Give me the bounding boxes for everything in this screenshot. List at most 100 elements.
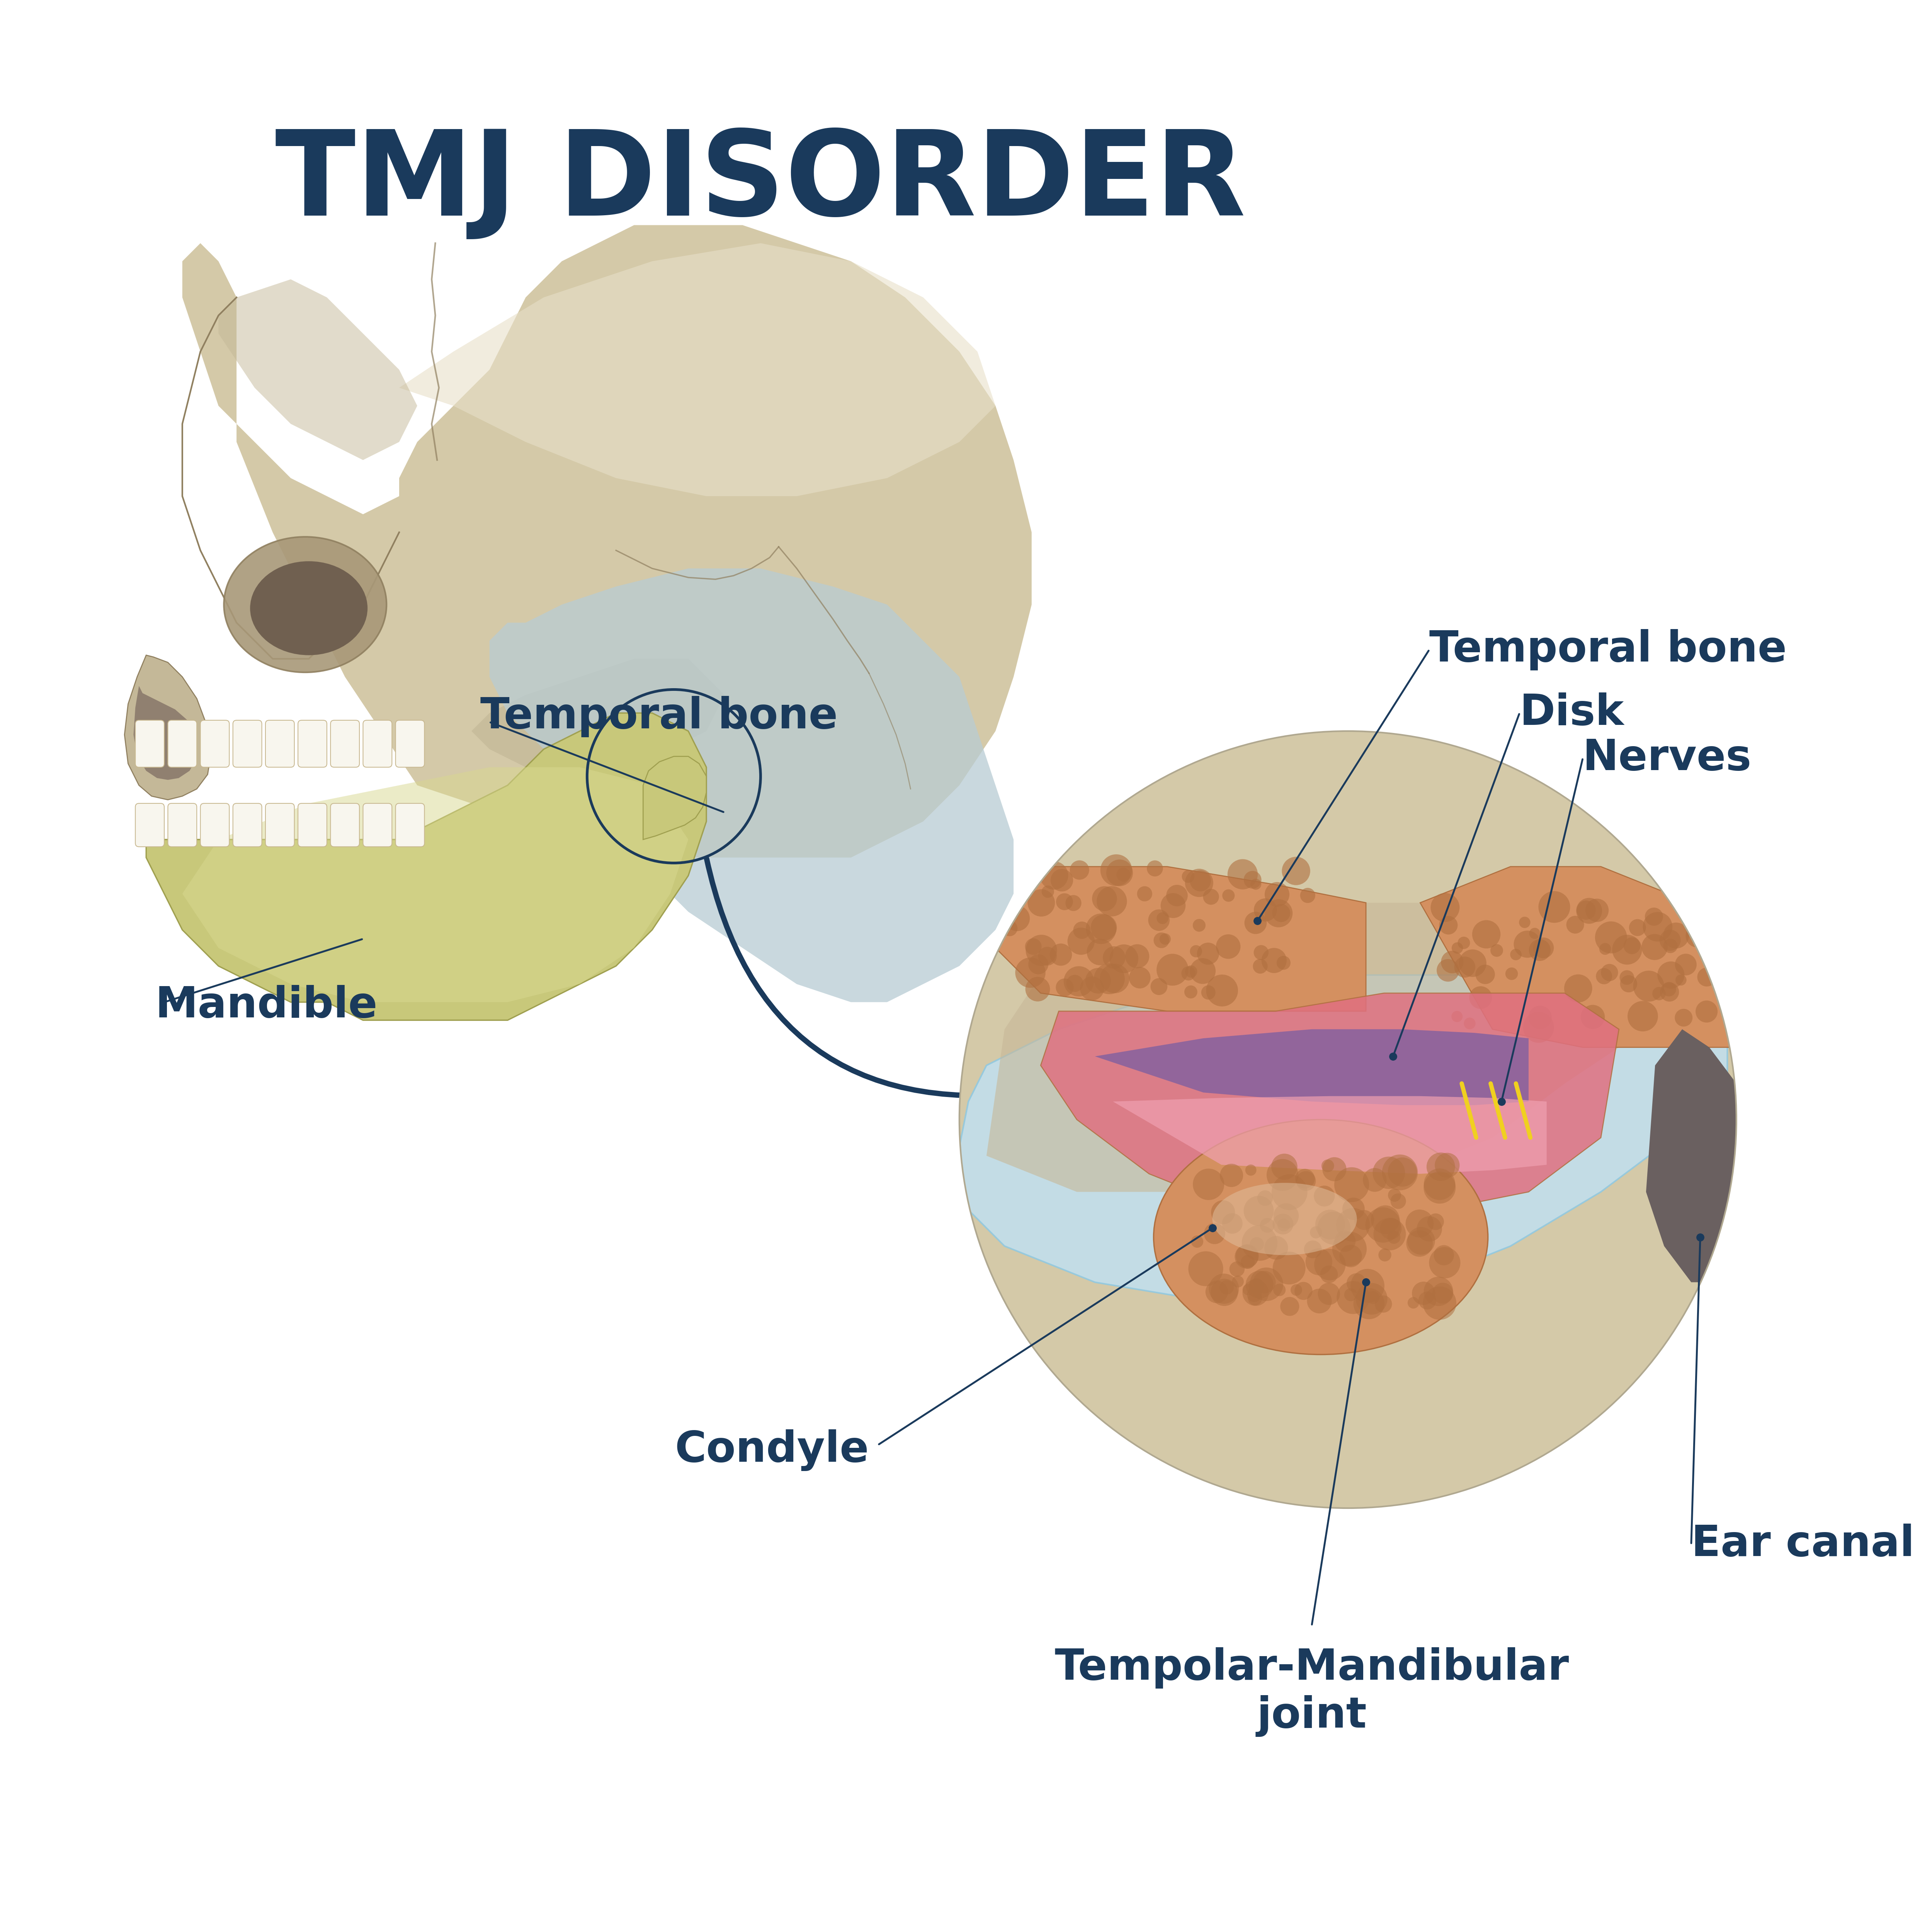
Circle shape [1567, 916, 1584, 933]
Circle shape [1685, 925, 1708, 947]
FancyBboxPatch shape [135, 804, 164, 846]
Circle shape [1490, 945, 1503, 956]
Circle shape [1190, 1235, 1204, 1248]
Circle shape [1206, 974, 1238, 1007]
Circle shape [1148, 860, 1163, 877]
Circle shape [1321, 1159, 1335, 1173]
Circle shape [1242, 1285, 1254, 1294]
Circle shape [1430, 1246, 1461, 1279]
Circle shape [1128, 966, 1151, 989]
Circle shape [1580, 1005, 1605, 1030]
Circle shape [1233, 1275, 1244, 1287]
Text: Temporal bone: Temporal bone [1430, 630, 1787, 670]
Circle shape [1246, 1165, 1256, 1177]
Circle shape [1333, 1233, 1366, 1265]
Circle shape [1184, 869, 1213, 896]
Circle shape [1455, 956, 1476, 978]
Circle shape [1300, 889, 1316, 902]
Polygon shape [1095, 1030, 1528, 1105]
Circle shape [1265, 883, 1289, 906]
Circle shape [1565, 974, 1592, 1003]
Circle shape [1381, 1155, 1418, 1190]
Circle shape [1430, 893, 1459, 922]
Circle shape [1416, 1217, 1441, 1242]
Circle shape [1528, 1007, 1551, 1030]
Circle shape [1534, 937, 1553, 958]
Circle shape [1065, 966, 1094, 997]
Circle shape [1041, 885, 1055, 898]
Circle shape [1254, 945, 1269, 960]
Circle shape [1675, 954, 1696, 976]
Circle shape [1314, 1186, 1335, 1206]
Circle shape [1190, 958, 1215, 983]
Circle shape [1055, 978, 1074, 997]
Text: Disk: Disk [1520, 692, 1625, 734]
Circle shape [1159, 933, 1171, 945]
Circle shape [1337, 1281, 1370, 1314]
Circle shape [1049, 943, 1072, 966]
Text: Tempolar-Mandibular
joint: Tempolar-Mandibular joint [1055, 1648, 1569, 1737]
Circle shape [1296, 1171, 1316, 1190]
Circle shape [1406, 1209, 1434, 1238]
Circle shape [1306, 1289, 1331, 1314]
Circle shape [1642, 933, 1667, 960]
Polygon shape [471, 659, 724, 767]
Circle shape [1273, 1213, 1293, 1235]
Circle shape [1660, 929, 1681, 951]
Circle shape [1240, 1256, 1254, 1269]
FancyArrowPatch shape [707, 858, 1028, 1095]
FancyBboxPatch shape [234, 721, 263, 767]
Circle shape [1068, 927, 1095, 954]
Circle shape [1007, 869, 1024, 887]
Circle shape [1246, 1271, 1273, 1298]
Circle shape [1097, 887, 1126, 916]
Circle shape [1026, 939, 1041, 954]
Circle shape [1424, 1171, 1455, 1204]
Circle shape [1184, 985, 1198, 999]
FancyBboxPatch shape [168, 804, 197, 846]
Circle shape [1387, 1157, 1416, 1186]
Circle shape [1519, 916, 1530, 927]
Circle shape [1354, 1209, 1374, 1231]
Circle shape [993, 877, 1020, 902]
Polygon shape [951, 867, 1366, 1010]
FancyBboxPatch shape [330, 721, 359, 767]
Circle shape [1424, 1277, 1453, 1306]
FancyBboxPatch shape [330, 804, 359, 846]
Circle shape [1464, 1018, 1476, 1030]
Circle shape [1538, 891, 1571, 923]
FancyBboxPatch shape [265, 721, 294, 767]
Circle shape [1677, 893, 1708, 923]
Circle shape [1219, 1163, 1242, 1186]
Circle shape [1366, 1291, 1379, 1304]
Circle shape [1188, 1252, 1223, 1287]
Circle shape [1685, 896, 1708, 922]
Circle shape [1441, 951, 1464, 974]
Polygon shape [951, 976, 1727, 1300]
Circle shape [1157, 912, 1169, 923]
FancyBboxPatch shape [265, 804, 294, 846]
Text: Ear canal: Ear canal [1690, 1524, 1915, 1565]
Circle shape [1182, 869, 1194, 883]
Circle shape [1281, 1296, 1298, 1316]
Circle shape [1258, 1190, 1273, 1206]
Circle shape [1662, 981, 1677, 997]
Circle shape [1209, 1273, 1238, 1304]
Circle shape [1206, 1281, 1229, 1304]
Text: Condyle: Condyle [674, 1430, 869, 1470]
Circle shape [1652, 987, 1665, 1001]
Circle shape [1180, 966, 1196, 980]
Circle shape [1065, 895, 1082, 912]
Circle shape [1273, 1252, 1306, 1285]
Circle shape [1658, 962, 1685, 989]
Circle shape [1426, 1153, 1455, 1180]
FancyBboxPatch shape [201, 804, 230, 846]
Circle shape [1318, 1211, 1350, 1244]
Text: Nerves: Nerves [1582, 738, 1752, 779]
Circle shape [1010, 871, 1034, 895]
Circle shape [1457, 937, 1470, 949]
Circle shape [1345, 1289, 1356, 1302]
Circle shape [1138, 887, 1151, 902]
Circle shape [1219, 1281, 1235, 1294]
Polygon shape [218, 280, 417, 460]
